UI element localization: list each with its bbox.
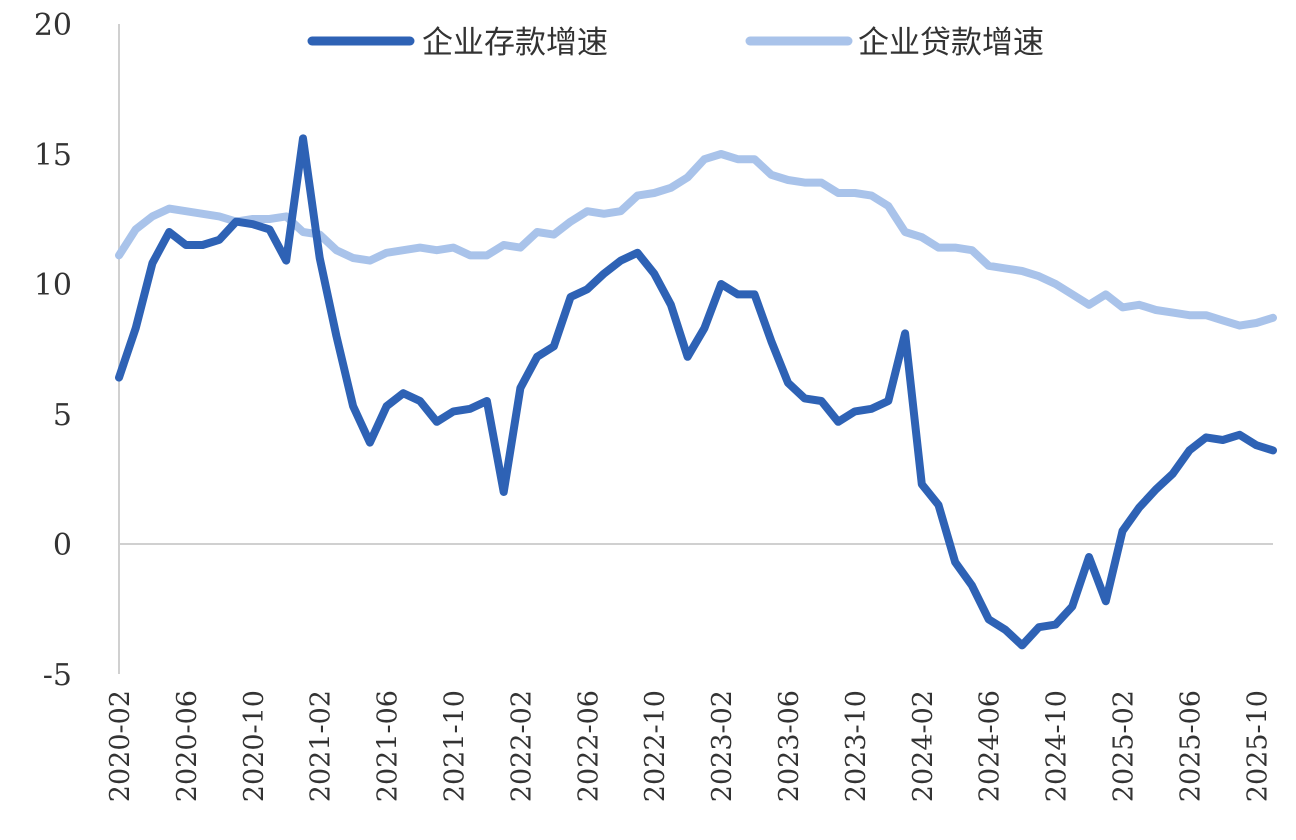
x-tick-label: 2025-06	[1175, 690, 1206, 802]
y-tick-label: 20	[34, 8, 72, 43]
x-tick-label: 2023-10	[841, 690, 872, 802]
x-tick-label: 2021-10	[439, 690, 470, 802]
x-tick-label: 2021-06	[373, 690, 404, 802]
series-line-1	[115, 134, 1277, 650]
legend: 企业存款增速 企业贷款增速	[307, 25, 1044, 61]
y-tick-label: 5	[53, 398, 72, 433]
x-tick-label: 2023-06	[774, 690, 805, 802]
y-tick-label: 15	[34, 138, 72, 173]
x-tick-label: 2020-06	[172, 690, 203, 802]
x-tick-label: 2024-10	[1042, 690, 1073, 802]
series-lines	[115, 134, 1277, 650]
x-tick-labels: 2020-02 2020-06 2020-10 2021-02 2021-06 2021-…	[105, 690, 1273, 802]
y-tick-label: 0	[53, 528, 72, 563]
axes	[118, 24, 1273, 674]
x-tick-label: 2022-06	[573, 690, 604, 802]
x-tick-label: 2025-02	[1108, 690, 1139, 802]
x-tick-label: 2024-06	[975, 690, 1006, 802]
y-tick-label: 10	[34, 268, 72, 303]
x-tick-label: 2025-10	[1242, 690, 1273, 802]
x-tick-label: 2024-02	[908, 690, 939, 802]
legend-label-2: 企业贷款增速	[858, 25, 1044, 61]
x-tick-label: 2023-02	[707, 690, 738, 802]
x-tick-label: 2020-02	[105, 690, 136, 802]
x-tick-label: 2020-10	[239, 690, 270, 802]
x-tick-label: 2021-02	[306, 690, 337, 802]
legend-label-1: 企业存款增速	[422, 25, 608, 61]
y-tick-labels: -5 0 5 10 15 20	[34, 8, 72, 693]
x-tick-label: 2022-02	[506, 690, 537, 802]
y-tick-label: -5	[43, 658, 72, 693]
series-line-2	[115, 150, 1277, 330]
x-tick-label: 2022-10	[640, 690, 671, 802]
